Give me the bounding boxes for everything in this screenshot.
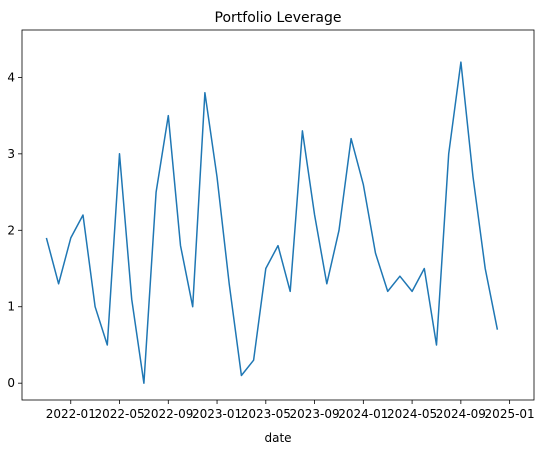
x-axis-label: date: [264, 431, 291, 445]
y-tick-label: 3: [7, 147, 15, 161]
y-tick-label: 2: [7, 223, 15, 237]
x-tick-label: 2023-01: [192, 407, 242, 421]
chart-title: Portfolio Leverage: [215, 10, 342, 26]
x-tick-label: 2022-05: [94, 407, 144, 421]
y-tick-label: 1: [7, 300, 15, 314]
y-tick-label: 4: [7, 70, 15, 84]
data-line: [45, 61, 499, 384]
x-tick-label: 2024-09: [436, 407, 486, 421]
x-tick-label: 2025-01: [485, 407, 535, 421]
y-tick-label: 0: [7, 376, 15, 390]
x-tick-label: 2022-09: [143, 407, 193, 421]
x-tick-label: 2024-01: [338, 407, 388, 421]
x-tick-label: 2023-05: [241, 407, 291, 421]
x-tick-label: 2022-01: [46, 407, 96, 421]
x-tick-label: 2024-05: [387, 407, 437, 421]
x-tick-label: 2023-09: [290, 407, 340, 421]
plot-frame: [21, 29, 535, 401]
